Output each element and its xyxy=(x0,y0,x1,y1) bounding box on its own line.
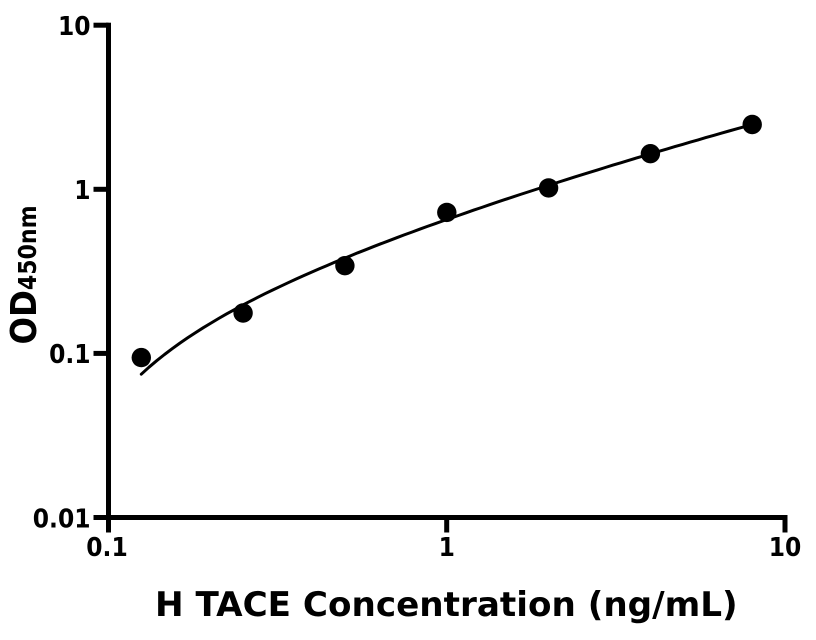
svg-text:0.01: 0.01 xyxy=(33,504,91,534)
svg-text:10: 10 xyxy=(58,12,91,42)
svg-text:0.1: 0.1 xyxy=(86,533,127,563)
svg-text:OD450nm: OD450nm xyxy=(4,205,45,344)
svg-text:H TACE Concentration (ng/mL): H TACE Concentration (ng/mL) xyxy=(155,585,738,625)
svg-text:1: 1 xyxy=(439,533,455,563)
svg-text:10: 10 xyxy=(769,533,802,563)
svg-text:1: 1 xyxy=(74,176,90,206)
svg-text:0.1: 0.1 xyxy=(49,340,90,370)
